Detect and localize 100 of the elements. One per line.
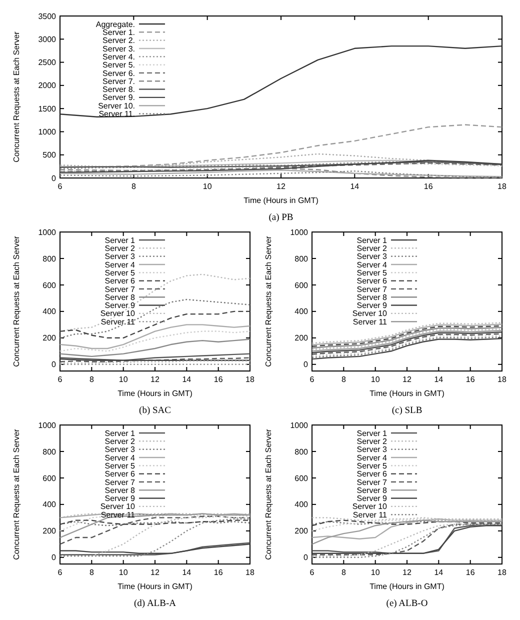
x-tick-label: 14 — [434, 375, 444, 384]
legend-label: Server 1 — [104, 236, 136, 245]
legend-label: Server 6 — [104, 470, 136, 479]
y-tick-label: 0 — [52, 174, 57, 183]
y-axis-title: Concurrent Requests at Each Server — [264, 236, 273, 367]
legend-label: Server 5. — [102, 60, 135, 70]
x-tick-label: 12 — [402, 568, 412, 577]
legend-label: Server 7 — [104, 478, 136, 487]
legend-label: Server 2 — [104, 244, 136, 253]
legend-label: Server 8. — [102, 85, 135, 94]
y-tick-label: 2500 — [38, 58, 57, 68]
legend-label: Aggregate. — [96, 20, 135, 29]
legend-label: Server 10. — [98, 101, 135, 110]
x-tick-label: 10 — [370, 375, 380, 384]
x-tick-label: 8 — [341, 375, 346, 384]
x-tick-label: 14 — [182, 568, 192, 577]
x-axis-title: Time (Hours in GMT) — [118, 582, 193, 591]
legend-label: Server 8 — [356, 292, 388, 302]
y-tick-label: 400 — [42, 500, 57, 510]
legend-label: Server 4 — [356, 260, 388, 270]
x-tick-label: 18 — [246, 375, 255, 384]
legend-label: Server 1 — [356, 428, 388, 438]
legend-label: Server 5 — [356, 461, 388, 470]
x-tick-label: 6 — [310, 375, 315, 384]
legend-label: Server 5 — [104, 461, 136, 470]
x-axis-title: Time (Hours in GMT) — [118, 389, 193, 398]
y-tick-label: 0 — [304, 360, 309, 370]
legend-label: Server 8 — [356, 486, 388, 495]
legend-label: Server 10 — [100, 502, 136, 512]
legend-label: Server 4 — [104, 453, 136, 462]
x-tick-label: 16 — [214, 375, 224, 384]
y-tick-label: 200 — [294, 334, 309, 343]
y-tick-label: 0 — [304, 553, 309, 562]
legend-label: Server 2 — [104, 436, 136, 446]
x-tick-label: 16 — [466, 375, 476, 384]
legend-label: Server 7. — [102, 76, 135, 86]
legend-label: Server 10 — [100, 309, 136, 318]
y-tick-label: 800 — [294, 254, 309, 264]
y-axis-title: Concurrent Requests at Each Server — [12, 31, 21, 162]
x-tick-label: 18 — [498, 182, 507, 191]
y-tick-label: 1000 — [38, 420, 57, 430]
legend-label: Server 6 — [356, 470, 388, 479]
y-tick-label: 1000 — [38, 228, 57, 237]
legend-label: Server 7 — [356, 284, 388, 294]
y-tick-label: 400 — [294, 307, 309, 316]
x-tick-label: 12 — [402, 375, 412, 384]
legend-label: Server 9 — [104, 494, 136, 504]
y-axis-title: Concurrent Requests at Each Server — [264, 428, 273, 560]
y-tick-label: 3000 — [38, 34, 57, 44]
x-tick-label: 8 — [89, 375, 94, 384]
x-tick-label: 6 — [310, 568, 315, 577]
y-tick-label: 0 — [52, 360, 57, 370]
legend-label: Server 11 — [352, 510, 388, 520]
legend-label: Server 2. — [102, 36, 135, 46]
legend-label: Server 9 — [356, 494, 388, 504]
legend-label: Server 9. — [102, 93, 135, 102]
legend-label: Server 9 — [104, 301, 136, 310]
x-tick-label: 10 — [202, 182, 212, 191]
x-tick-label: 8 — [341, 568, 346, 577]
x-axis-title: Time (Hours in GMT) — [244, 196, 319, 205]
x-tick-label: 16 — [214, 568, 224, 577]
x-tick-label: 14 — [350, 182, 360, 191]
y-tick-label: 200 — [294, 526, 309, 536]
legend-label: Server 9 — [356, 301, 388, 310]
y-tick-label: 1500 — [38, 104, 57, 114]
y-axis-title: Concurrent Requests at Each Server — [12, 428, 21, 560]
legend-label: Server 11 — [100, 510, 136, 520]
y-tick-label: 0 — [52, 553, 57, 562]
x-tick-label: 14 — [182, 375, 192, 384]
x-axis-title: Time (Hours in GMT) — [370, 389, 445, 398]
y-tick-label: 3500 — [38, 12, 57, 21]
legend-label: Server 6 — [104, 276, 136, 286]
legend-label: Server 2 — [356, 436, 388, 446]
legend-label: Server 3. — [102, 44, 135, 54]
legend-label: Server 5 — [356, 268, 388, 278]
legend-label: Server 6 — [356, 276, 388, 286]
legend-label: Server 1 — [104, 428, 136, 438]
legend-label: Server 2 — [356, 244, 388, 253]
legend-label: Server 4. — [102, 52, 135, 62]
legend-label: Server 4 — [356, 453, 388, 462]
y-tick-label: 200 — [42, 526, 57, 536]
x-tick-label: 10 — [118, 375, 128, 384]
y-tick-label: 2000 — [38, 81, 57, 90]
y-tick-label: 800 — [294, 447, 309, 456]
text: (a) PB — [268, 213, 294, 223]
legend-label: Server 7 — [356, 478, 388, 487]
legend-label: Server 1 — [356, 236, 388, 245]
x-tick-label: 10 — [118, 568, 128, 577]
x-tick-label: 18 — [498, 375, 507, 384]
legend-label: Server 11 — [100, 317, 136, 326]
y-axis-title: Concurrent Requests at Each Server — [12, 236, 21, 367]
y-tick-label: 500 — [42, 150, 57, 160]
legend-label: Server 3 — [356, 252, 388, 262]
y-tick-label: 600 — [42, 280, 57, 290]
text: (d) ALB-A — [134, 599, 176, 609]
y-tick-label: 400 — [42, 307, 57, 316]
x-tick-label: 12 — [150, 568, 160, 577]
y-tick-label: 1000 — [290, 228, 309, 237]
legend-label: Server 4 — [104, 260, 136, 270]
legend-label: Server 3 — [356, 445, 388, 454]
